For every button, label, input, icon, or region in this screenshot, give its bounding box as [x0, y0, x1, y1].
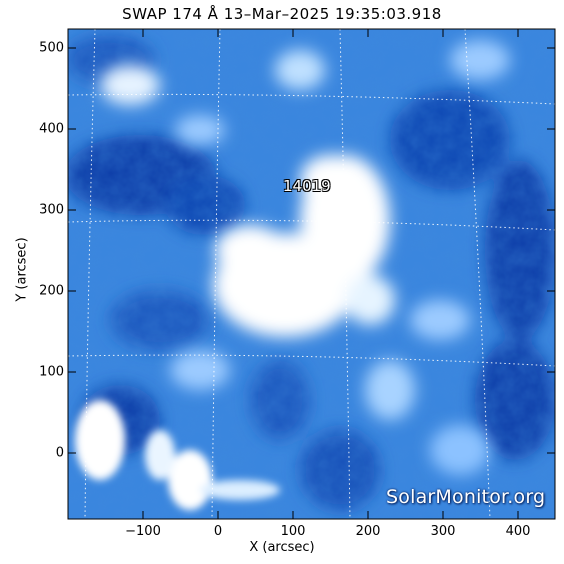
heliographic-grid: [68, 29, 555, 519]
image-title: SWAP 174 Å 13–Mar–2025 19:35:03.918: [122, 5, 442, 23]
bottom-left-bright-loops: [75, 400, 280, 510]
y-tick-label: 400: [39, 121, 64, 137]
axis-ticks: [68, 29, 555, 519]
y-tick-label: 500: [39, 40, 64, 56]
y-tick-label: 300: [39, 202, 64, 218]
y-tick-label: 100: [39, 364, 64, 380]
y-tick-label: 200: [39, 283, 64, 299]
plot-frame: [67, 28, 556, 520]
y-axis-label: Y (arcsec): [14, 237, 30, 302]
x-tick-label: 300: [430, 524, 456, 539]
active-region-core: [213, 155, 395, 337]
x-axis-label: X (arcsec): [249, 540, 315, 555]
y-tick-label: 0: [55, 445, 64, 461]
x-tick-label: −100: [125, 524, 161, 539]
bright-patches: [100, 40, 510, 475]
watermark-text: SolarMonitor.org: [386, 486, 546, 508]
x-tick-label: 200: [355, 524, 381, 539]
active-region-label: 14019: [283, 177, 331, 195]
x-tick-label: 100: [280, 524, 306, 539]
x-tick-label: 400: [505, 524, 531, 539]
x-tick-label: 0: [213, 524, 223, 539]
